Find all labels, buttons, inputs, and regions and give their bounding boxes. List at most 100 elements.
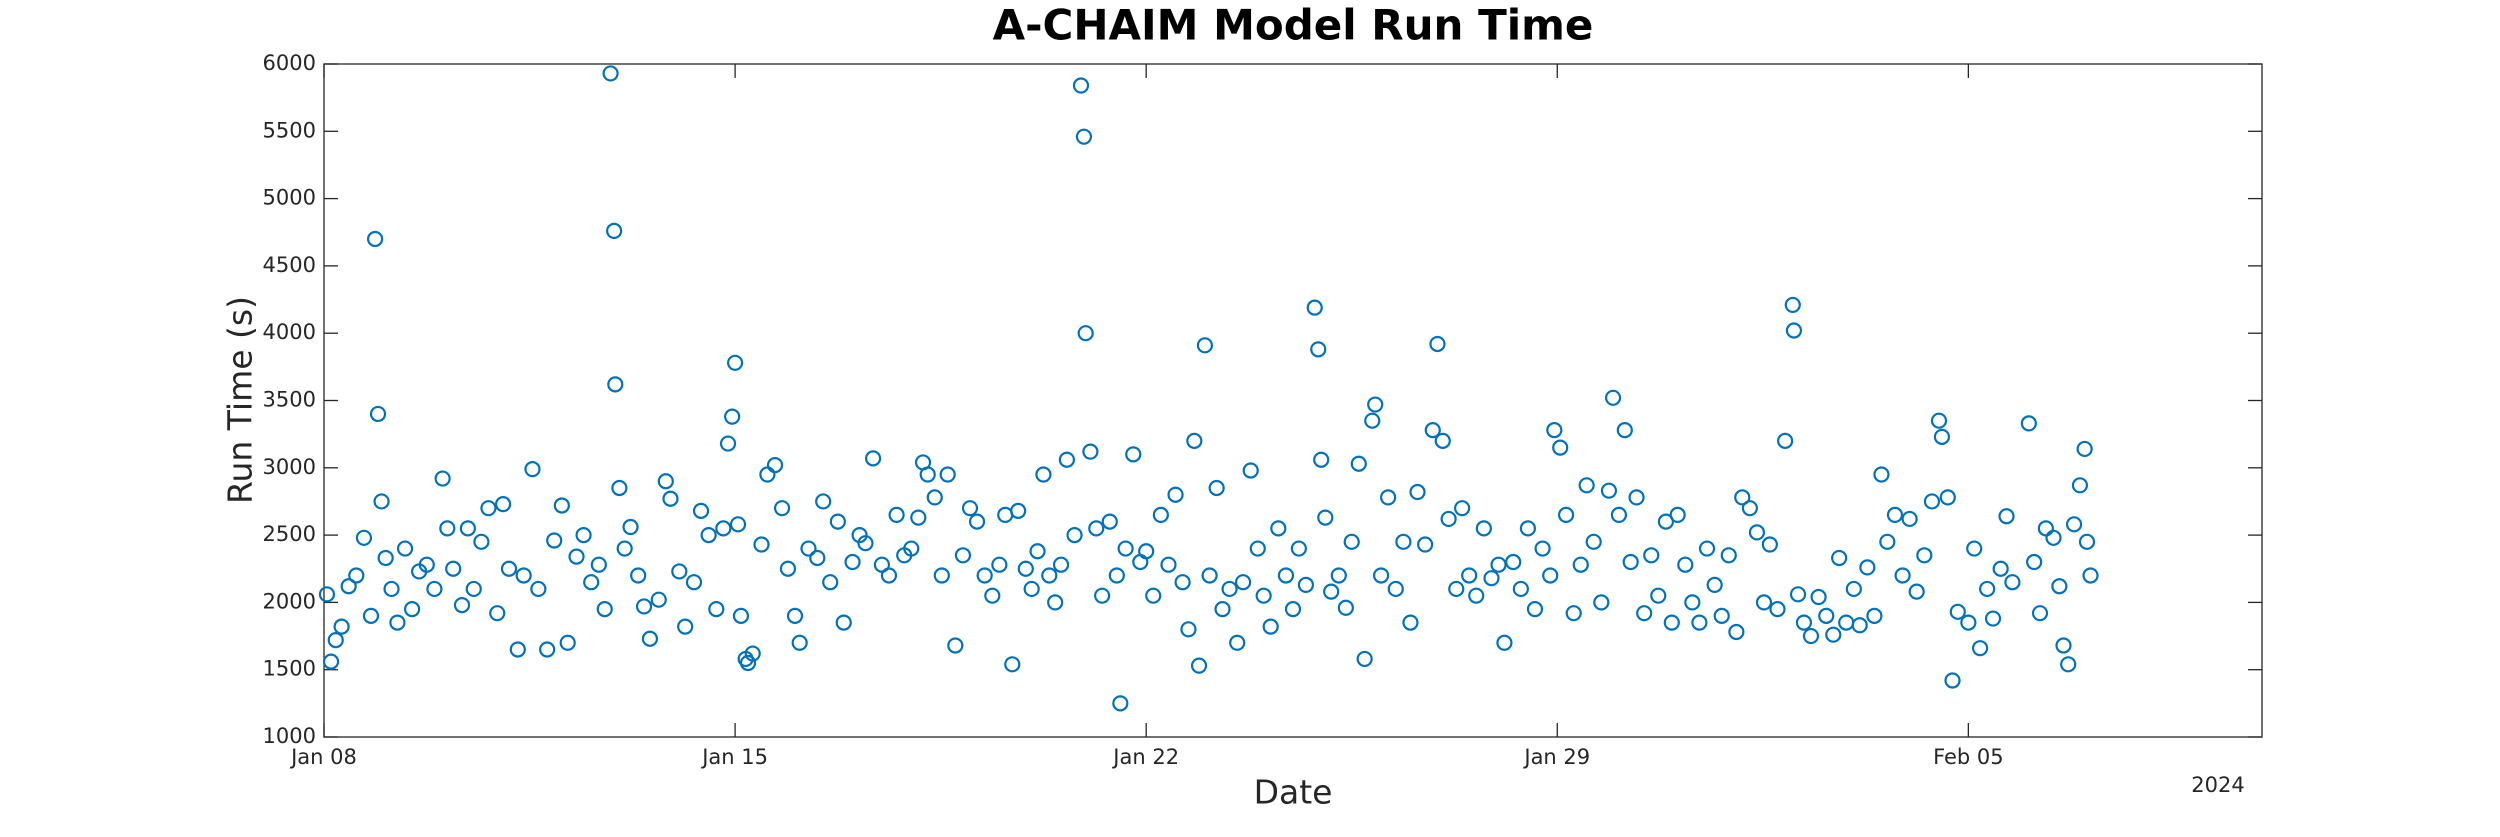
data-point <box>1372 567 1390 584</box>
data-point <box>719 435 737 452</box>
data-point <box>926 489 943 506</box>
data-point <box>991 556 1008 573</box>
data-point <box>553 497 570 514</box>
data-point <box>1706 576 1723 594</box>
data-point <box>1939 489 1956 506</box>
data-point <box>1196 337 1214 354</box>
data-point <box>630 567 647 584</box>
data-point <box>773 500 791 517</box>
data-point <box>1125 446 1142 463</box>
data-point <box>724 408 741 425</box>
data-point <box>1350 455 1367 472</box>
data-point <box>976 567 993 584</box>
data-point <box>685 574 703 591</box>
data-point <box>1448 580 1465 598</box>
data-point <box>1461 567 1478 584</box>
data-point <box>1713 607 1730 624</box>
data-point <box>602 65 619 82</box>
data-point <box>1229 634 1246 651</box>
data-point <box>322 653 340 670</box>
data-point <box>1593 594 1610 611</box>
data-point <box>622 518 639 536</box>
year-label: 2024 <box>2191 773 2244 797</box>
data-point <box>473 533 490 550</box>
data-point <box>1972 640 1989 657</box>
data-point <box>1249 540 1266 557</box>
data-point <box>1434 432 1451 449</box>
data-point <box>1052 556 1070 573</box>
data-point <box>403 601 421 618</box>
data-point <box>348 567 365 584</box>
data-point <box>1677 556 1694 573</box>
data-point <box>1505 553 1522 571</box>
data-point <box>418 556 435 573</box>
data-point <box>327 631 344 649</box>
data-point <box>426 580 443 598</box>
data-point <box>616 540 633 557</box>
x-tick-label: Jan 22 <box>1111 745 1179 769</box>
data-point <box>2045 529 2062 546</box>
data-point <box>1542 567 1559 584</box>
data-point <box>835 614 852 631</box>
data-point <box>1534 540 1551 557</box>
data-point <box>606 222 623 240</box>
data-point <box>1901 510 1918 528</box>
data-point <box>1356 650 1373 668</box>
data-point <box>439 520 456 537</box>
x-axis-label: Date <box>1254 773 1333 812</box>
data-point <box>800 540 817 557</box>
data-point <box>1669 506 1686 524</box>
data-point <box>779 560 797 577</box>
data-point <box>2020 415 2037 432</box>
data-point <box>1010 502 1027 519</box>
data-point <box>1317 509 1334 526</box>
data-point <box>1409 483 1426 501</box>
data-point <box>1277 567 1295 584</box>
data-point <box>1190 657 1208 674</box>
data-point <box>1851 617 1868 634</box>
data-point <box>1728 623 1745 641</box>
data-point <box>1825 626 1842 643</box>
data-point <box>1077 325 1094 342</box>
data-point <box>1440 510 1457 528</box>
data-point <box>1657 513 1675 530</box>
data-point <box>919 466 936 483</box>
data-point <box>1186 432 1203 449</box>
data-point <box>1152 506 1169 524</box>
data-point <box>1058 451 1076 468</box>
data-point <box>1364 412 1381 429</box>
data-point <box>1691 614 1708 631</box>
data-point <box>1208 479 1225 497</box>
data-point <box>434 470 451 487</box>
y-tick-label: 4000 <box>263 320 316 344</box>
data-point <box>732 607 750 624</box>
data-point <box>744 645 761 662</box>
data-point <box>1979 580 1996 598</box>
data-point <box>726 354 744 371</box>
data-point <box>910 509 927 526</box>
data-point <box>791 634 808 651</box>
data-point <box>1998 508 2015 525</box>
data-point <box>1789 586 1807 603</box>
data-point <box>635 598 653 615</box>
data-point <box>1417 536 1434 553</box>
data-point <box>607 376 624 393</box>
data-point <box>1966 540 1983 557</box>
data-point <box>692 502 710 519</box>
data-point <box>568 548 585 565</box>
data-point <box>583 574 600 591</box>
data-point <box>1616 422 1633 439</box>
data-point <box>753 536 770 553</box>
y-tick-label: 3000 <box>263 455 316 479</box>
y-tick-label: 2500 <box>263 522 316 546</box>
data-point <box>1785 322 1803 339</box>
y-tick-label: 1000 <box>263 724 316 748</box>
data-point <box>1628 489 1645 506</box>
data-point <box>575 526 592 544</box>
data-point <box>2026 553 2043 571</box>
data-point <box>715 520 732 537</box>
data-point <box>2055 637 2072 654</box>
data-point <box>829 513 846 530</box>
data-point <box>1512 580 1529 598</box>
